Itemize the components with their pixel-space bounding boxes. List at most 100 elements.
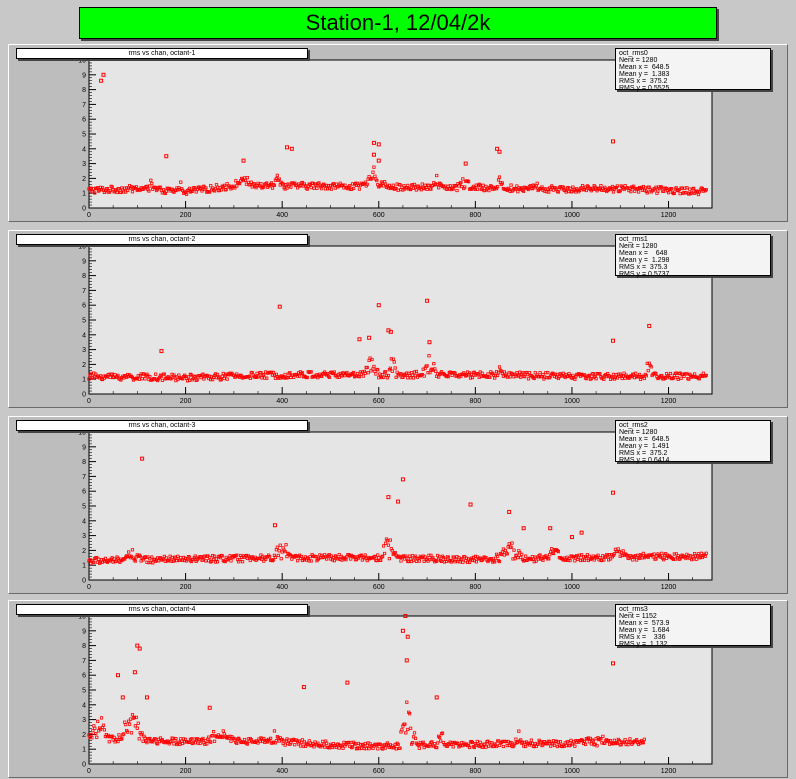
data-point: [395, 370, 399, 374]
data-point: [277, 549, 281, 553]
data-point: [475, 739, 479, 744]
data-point: [275, 173, 279, 177]
data-point: [450, 741, 454, 745]
data-point: [504, 372, 508, 376]
data-point: [416, 743, 420, 747]
data-point: [147, 561, 151, 565]
data-point: [309, 185, 313, 190]
data-point: [484, 745, 488, 749]
data-point: [215, 560, 220, 564]
data-point: [296, 559, 300, 563]
outlier-point: [425, 298, 430, 303]
y-tick-label: 7: [82, 288, 86, 295]
data-point: [208, 190, 212, 194]
data-point: [513, 741, 517, 745]
data-point: [263, 376, 267, 380]
data-point: [359, 553, 363, 557]
data-point: [587, 740, 591, 744]
data-point: [521, 740, 525, 744]
data-point: [690, 557, 694, 562]
data-point: [390, 369, 394, 373]
data-point: [298, 744, 303, 748]
data-point: [459, 743, 463, 748]
data-point: [441, 556, 446, 560]
data-point: [129, 554, 134, 559]
data-point: [386, 374, 391, 378]
scatter-plot-3[interactable]: 0 1 2 3 4 5 6 7 8 9 10 0 200 400 600 800 1000 1200: [9, 417, 789, 595]
stats-line: RMS x = 336: [619, 634, 666, 641]
plot-title: rms vs chan, octant-1: [16, 48, 308, 59]
data-point: [474, 560, 478, 564]
data-point: [698, 555, 703, 559]
data-point: [654, 557, 658, 561]
data-point: [654, 185, 658, 189]
data-point: [555, 372, 560, 377]
data-point: [340, 374, 344, 378]
data-point: [178, 742, 182, 747]
scatter-plot-2[interactable]: 0 1 2 3 4 5 6 7 8 9 10 0 200 400 600 800 1000 1200: [9, 231, 789, 409]
data-point: [225, 377, 229, 381]
data-point: [456, 559, 460, 564]
data-point: [256, 741, 260, 745]
data-point: [254, 375, 258, 380]
data-point: [273, 555, 278, 559]
data-point: [276, 553, 280, 558]
data-point: [155, 742, 160, 746]
data-point: [591, 739, 595, 743]
data-point: [375, 559, 379, 563]
data-point: [259, 371, 263, 375]
data-point: [445, 187, 449, 191]
data-point: [500, 181, 505, 185]
data-point: [299, 554, 304, 559]
data-point: [95, 735, 99, 739]
data-point: [459, 180, 463, 185]
data-point: [220, 735, 224, 740]
y-tick-label: 5: [82, 504, 86, 511]
data-point: [672, 191, 676, 195]
outlier-point: [120, 695, 125, 700]
data-point: [348, 183, 352, 188]
data-point: [248, 376, 252, 380]
data-point: [511, 557, 515, 561]
data-point: [276, 736, 280, 740]
data-point: [704, 187, 708, 192]
scatter-plot-1[interactable]: 0 1 2 3 4 5 6 7 8 9 10 0 200 400 600 800 1000 1200: [9, 45, 789, 223]
stats-name: oct_rms0: [619, 50, 648, 57]
data-point: [160, 191, 165, 195]
data-point: [187, 378, 192, 382]
data-point: [312, 745, 316, 749]
data-point: [169, 739, 173, 743]
outlier-point: [241, 158, 246, 163]
data-point: [578, 553, 582, 557]
data-point: [523, 740, 527, 745]
outlier-point: [404, 658, 409, 663]
data-point: [660, 185, 664, 189]
data-point: [383, 746, 388, 750]
data-point: [696, 552, 701, 556]
data-point: [195, 378, 199, 382]
data-point: [455, 188, 459, 193]
data-point: [669, 186, 674, 191]
stats-box: oct_rms1 Nent = 1280 Mean x = 648 Mean y = …: [615, 234, 771, 278]
data-point: [269, 370, 274, 374]
data-point: [356, 183, 361, 187]
data-point: [496, 371, 501, 375]
data-point: [365, 182, 369, 186]
data-point: [123, 186, 127, 190]
data-point: [470, 558, 475, 562]
data-point: [677, 188, 681, 192]
outlier-point: [495, 146, 500, 151]
data-point: [513, 557, 517, 561]
data-point: [277, 177, 281, 181]
data-point: [176, 554, 180, 558]
data-point: [363, 180, 367, 184]
data-point: [309, 370, 313, 374]
plot-title: rms vs chan, octant-2: [16, 234, 308, 245]
stats-line: RMS y = 0.5737: [619, 271, 670, 278]
data-point: [645, 361, 649, 365]
data-point: [666, 191, 671, 195]
outlier-point: [548, 526, 553, 531]
data-point: [386, 543, 391, 547]
data-point: [505, 552, 509, 556]
